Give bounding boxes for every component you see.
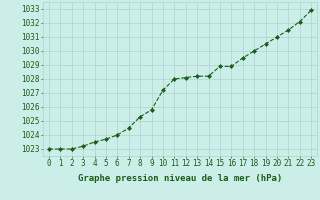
- X-axis label: Graphe pression niveau de la mer (hPa): Graphe pression niveau de la mer (hPa): [78, 174, 282, 183]
